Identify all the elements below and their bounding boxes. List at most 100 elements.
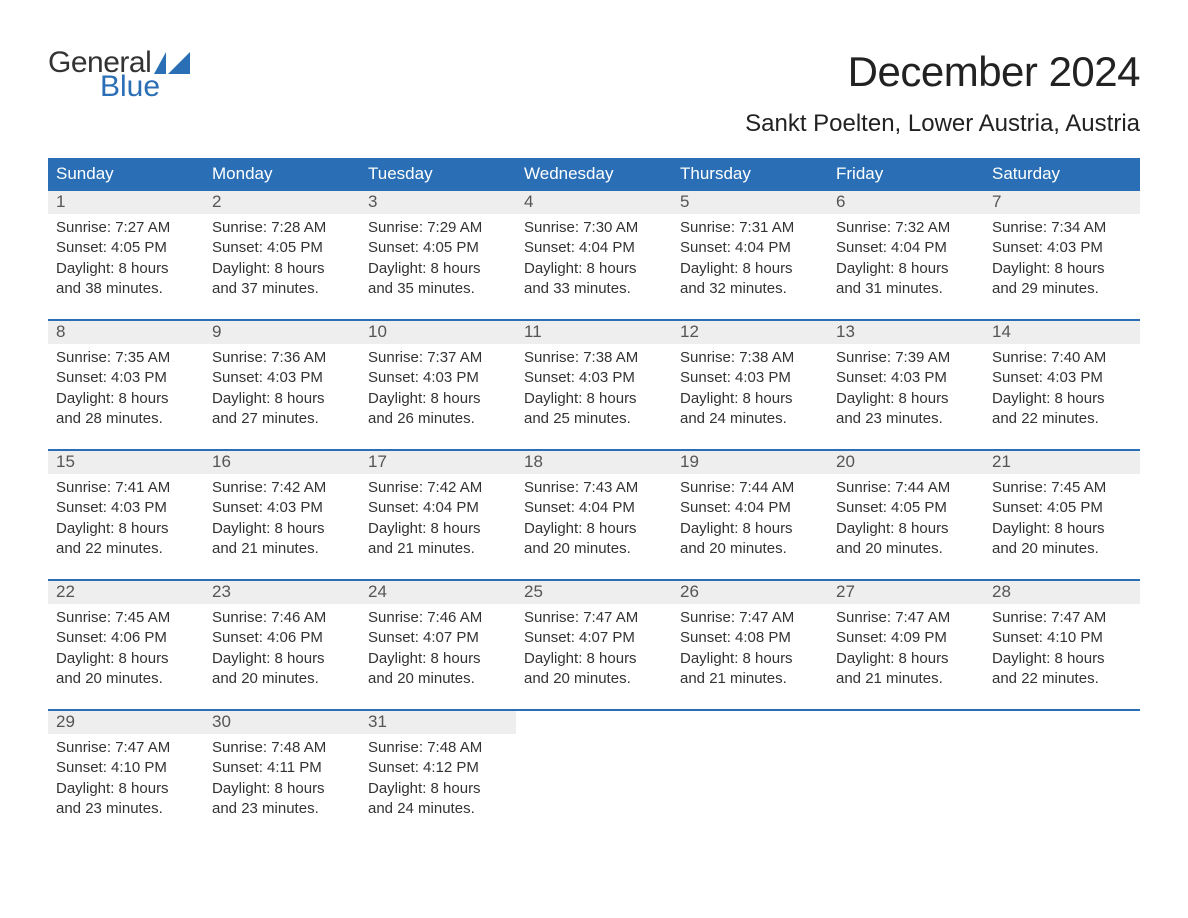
day-info-line: Sunset: 4:06 PM: [212, 628, 352, 648]
day-number: [984, 711, 1140, 714]
day-number: 22: [48, 581, 204, 604]
day-info-line: Daylight: 8 hours: [212, 649, 352, 669]
day-info-line: Daylight: 8 hours: [992, 649, 1132, 669]
day-cell: 8Sunrise: 7:35 AMSunset: 4:03 PMDaylight…: [48, 321, 204, 449]
day-info-line: Daylight: 8 hours: [524, 519, 664, 539]
day-info-line: and 32 minutes.: [680, 279, 820, 299]
day-cell: 2Sunrise: 7:28 AMSunset: 4:05 PMDaylight…: [204, 191, 360, 319]
day-number: 8: [48, 321, 204, 344]
day-info-line: Sunset: 4:07 PM: [368, 628, 508, 648]
weekday-header: Tuesday: [360, 158, 516, 191]
title-block: December 2024 Sankt Poelten, Lower Austr…: [745, 48, 1140, 150]
day-info-line: Sunset: 4:03 PM: [56, 368, 196, 388]
day-info-line: Sunset: 4:04 PM: [836, 238, 976, 258]
day-cell: 29Sunrise: 7:47 AMSunset: 4:10 PMDayligh…: [48, 711, 204, 839]
day-info-line: and 26 minutes.: [368, 409, 508, 429]
day-info-line: and 20 minutes.: [524, 539, 664, 559]
day-info: Sunrise: 7:47 AMSunset: 4:10 PMDaylight:…: [48, 734, 204, 819]
day-info-line: Daylight: 8 hours: [524, 259, 664, 279]
day-info-line: Daylight: 8 hours: [56, 649, 196, 669]
weekday-header: Saturday: [984, 158, 1140, 191]
day-info-line: Daylight: 8 hours: [680, 259, 820, 279]
weekday-header: Sunday: [48, 158, 204, 191]
day-info-line: and 20 minutes.: [680, 539, 820, 559]
day-number: 19: [672, 451, 828, 474]
day-info: Sunrise: 7:42 AMSunset: 4:03 PMDaylight:…: [204, 474, 360, 559]
day-info-line: and 27 minutes.: [212, 409, 352, 429]
day-info-line: Sunrise: 7:48 AM: [212, 738, 352, 758]
day-info-line: Daylight: 8 hours: [836, 259, 976, 279]
day-info-line: and 24 minutes.: [680, 409, 820, 429]
day-number: 25: [516, 581, 672, 604]
day-number: 26: [672, 581, 828, 604]
day-number: 16: [204, 451, 360, 474]
day-info-line: Sunset: 4:05 PM: [56, 238, 196, 258]
day-info-line: and 23 minutes.: [212, 799, 352, 819]
day-cell: 23Sunrise: 7:46 AMSunset: 4:06 PMDayligh…: [204, 581, 360, 709]
day-number: 10: [360, 321, 516, 344]
location-subtitle: Sankt Poelten, Lower Austria, Austria: [745, 110, 1140, 138]
day-cell: 7Sunrise: 7:34 AMSunset: 4:03 PMDaylight…: [984, 191, 1140, 319]
day-info-line: Sunrise: 7:35 AM: [56, 348, 196, 368]
day-info-line: Sunrise: 7:47 AM: [836, 608, 976, 628]
day-info-line: and 37 minutes.: [212, 279, 352, 299]
day-cell: [828, 711, 984, 839]
month-title: December 2024: [745, 48, 1140, 96]
day-info-line: Sunset: 4:06 PM: [56, 628, 196, 648]
weekday-header-row: Sunday Monday Tuesday Wednesday Thursday…: [48, 158, 1140, 191]
day-number: 27: [828, 581, 984, 604]
day-cell: 25Sunrise: 7:47 AMSunset: 4:07 PMDayligh…: [516, 581, 672, 709]
day-number: 9: [204, 321, 360, 344]
day-info-line: Sunset: 4:05 PM: [836, 498, 976, 518]
day-info-line: Sunrise: 7:44 AM: [836, 478, 976, 498]
day-info-line: Sunset: 4:05 PM: [992, 498, 1132, 518]
day-cell: 14Sunrise: 7:40 AMSunset: 4:03 PMDayligh…: [984, 321, 1140, 449]
day-info-line: Sunset: 4:10 PM: [992, 628, 1132, 648]
day-info-line: Sunrise: 7:45 AM: [56, 608, 196, 628]
day-info-line: Daylight: 8 hours: [212, 779, 352, 799]
day-info: Sunrise: 7:46 AMSunset: 4:07 PMDaylight:…: [360, 604, 516, 689]
day-number: [516, 711, 672, 714]
day-info: Sunrise: 7:45 AMSunset: 4:06 PMDaylight:…: [48, 604, 204, 689]
day-cell: 3Sunrise: 7:29 AMSunset: 4:05 PMDaylight…: [360, 191, 516, 319]
day-info: Sunrise: 7:38 AMSunset: 4:03 PMDaylight:…: [672, 344, 828, 429]
day-info: Sunrise: 7:47 AMSunset: 4:07 PMDaylight:…: [516, 604, 672, 689]
day-info-line: and 20 minutes.: [836, 539, 976, 559]
day-info-line: Sunrise: 7:38 AM: [680, 348, 820, 368]
weekday-header: Wednesday: [516, 158, 672, 191]
day-info-line: Sunset: 4:03 PM: [368, 368, 508, 388]
day-info-line: Sunrise: 7:28 AM: [212, 218, 352, 238]
day-number: 13: [828, 321, 984, 344]
day-info-line: Daylight: 8 hours: [368, 779, 508, 799]
day-info-line: and 20 minutes.: [992, 539, 1132, 559]
day-info-line: Sunrise: 7:48 AM: [368, 738, 508, 758]
day-number: 4: [516, 191, 672, 214]
logo: General Blue: [48, 48, 190, 102]
day-cell: 6Sunrise: 7:32 AMSunset: 4:04 PMDaylight…: [828, 191, 984, 319]
day-info-line: and 22 minutes.: [992, 409, 1132, 429]
day-info-line: Sunrise: 7:46 AM: [368, 608, 508, 628]
day-number: 14: [984, 321, 1140, 344]
day-info-line: Sunset: 4:05 PM: [368, 238, 508, 258]
day-number: 15: [48, 451, 204, 474]
day-info-line: Daylight: 8 hours: [524, 389, 664, 409]
day-info-line: Daylight: 8 hours: [56, 519, 196, 539]
day-info-line: Sunrise: 7:47 AM: [680, 608, 820, 628]
day-info: Sunrise: 7:47 AMSunset: 4:09 PMDaylight:…: [828, 604, 984, 689]
day-number: 1: [48, 191, 204, 214]
day-cell: 15Sunrise: 7:41 AMSunset: 4:03 PMDayligh…: [48, 451, 204, 579]
day-info-line: Sunset: 4:11 PM: [212, 758, 352, 778]
day-info-line: Daylight: 8 hours: [368, 519, 508, 539]
day-info: Sunrise: 7:31 AMSunset: 4:04 PMDaylight:…: [672, 214, 828, 299]
day-number: 24: [360, 581, 516, 604]
day-info-line: Daylight: 8 hours: [212, 259, 352, 279]
day-info-line: and 33 minutes.: [524, 279, 664, 299]
page-header: General Blue December 2024 Sankt Poelten…: [48, 48, 1140, 150]
day-cell: 21Sunrise: 7:45 AMSunset: 4:05 PMDayligh…: [984, 451, 1140, 579]
calendar: Sunday Monday Tuesday Wednesday Thursday…: [48, 158, 1140, 839]
week-row: 8Sunrise: 7:35 AMSunset: 4:03 PMDaylight…: [48, 319, 1140, 449]
day-info-line: Sunset: 4:10 PM: [56, 758, 196, 778]
day-number: 2: [204, 191, 360, 214]
day-info: Sunrise: 7:44 AMSunset: 4:04 PMDaylight:…: [672, 474, 828, 559]
day-info: Sunrise: 7:45 AMSunset: 4:05 PMDaylight:…: [984, 474, 1140, 559]
